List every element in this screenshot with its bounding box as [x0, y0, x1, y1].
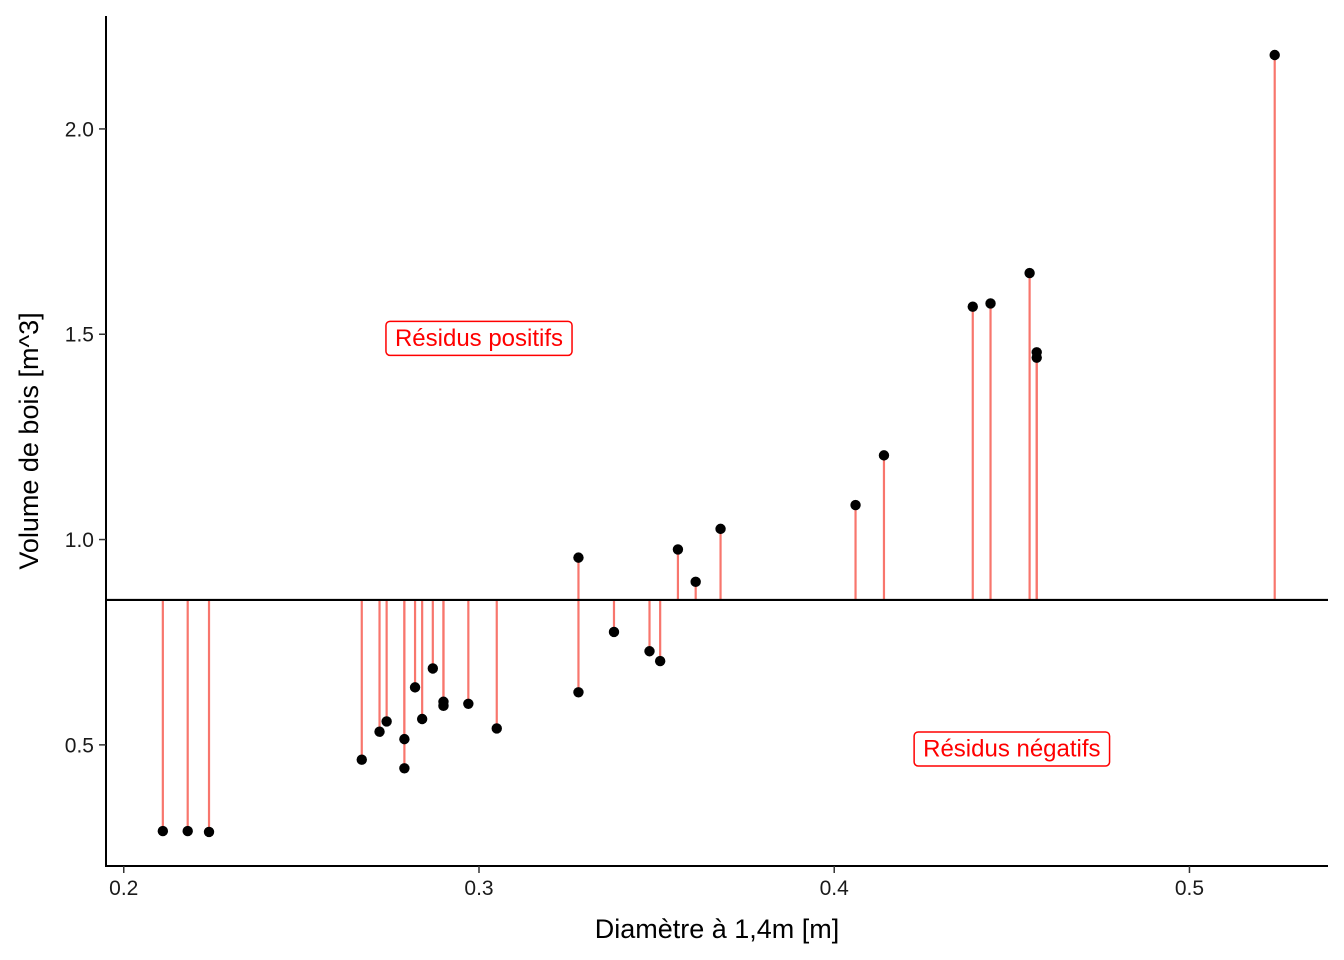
data-point: [878, 450, 890, 461]
data-point: [608, 626, 620, 638]
annotation-box: [913, 731, 1111, 767]
data-point: [967, 301, 978, 312]
annotations: Résidus positifs Résidus négatifs: [385, 320, 1111, 767]
y-tick-label: 0.5: [65, 734, 94, 757]
data-point: [654, 655, 666, 667]
y-axis-ticks: 0.5 1.0 1.5 2.0: [65, 118, 106, 757]
annotation-label: Résidus négatifs: [913, 731, 1111, 767]
data-point: [182, 825, 193, 837]
data-point: [715, 523, 726, 535]
residual-lines: [161, 55, 1276, 832]
annotation-text: Résidus positifs: [395, 325, 563, 352]
data-point: [672, 544, 684, 555]
data-point: [203, 826, 215, 838]
data-point: [409, 682, 421, 693]
x-axis-title: Diamètre à 1,4m [m]: [595, 914, 840, 944]
x-tick-label: 0.3: [464, 877, 493, 900]
annotation-label: Résidus positifs: [385, 320, 573, 357]
data-point: [427, 663, 439, 674]
data-point: [491, 723, 502, 734]
data-point: [1269, 49, 1280, 61]
data-point: [374, 726, 385, 737]
data-point: [399, 763, 410, 774]
y-tick-label: 1.0: [65, 529, 94, 552]
data-point: [573, 552, 584, 563]
data-point: [463, 698, 474, 710]
data-point: [381, 716, 392, 727]
x-tick-label: 0.4: [820, 877, 850, 900]
x-tick-label: 0.5: [1175, 877, 1204, 900]
data-point: [356, 754, 367, 765]
data-point: [573, 687, 584, 698]
y-tick-label: 2.0: [65, 118, 94, 141]
annotation-box: [385, 320, 573, 357]
data-point: [438, 700, 449, 712]
y-tick-label: 1.5: [65, 324, 94, 347]
y-axis-title: Volume de bois [m^3]: [14, 312, 44, 569]
data-point: [399, 733, 410, 745]
data-point: [850, 499, 861, 511]
data-point: [644, 646, 655, 657]
data-point: [690, 576, 701, 588]
x-tick-label: 0.2: [109, 877, 138, 900]
x-axis-ticks: 0.2 0.3 0.4 0.5: [109, 866, 1204, 900]
annotation-text: Résidus négatifs: [923, 735, 1100, 762]
data-points: [157, 49, 1280, 838]
data-point: [985, 298, 996, 309]
data-point: [157, 825, 169, 837]
data-point: [1024, 267, 1035, 279]
data-point: [416, 713, 428, 725]
data-point: [1031, 352, 1042, 363]
